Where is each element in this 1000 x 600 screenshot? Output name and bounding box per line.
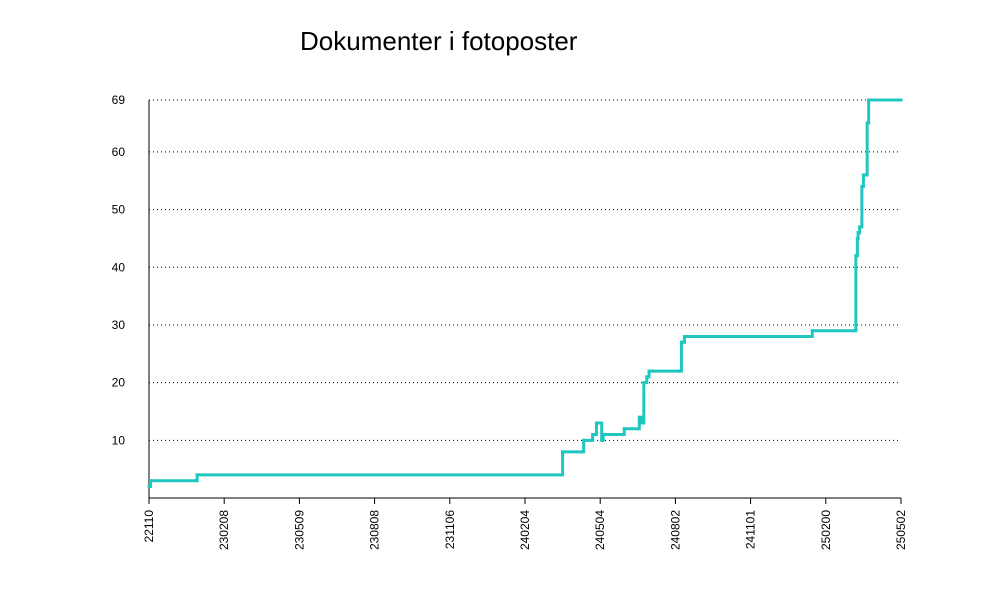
x-tick-label: 240504 bbox=[593, 510, 607, 550]
x-tick-label: 241101 bbox=[744, 510, 758, 549]
data-point bbox=[579, 450, 583, 454]
series-line-layer bbox=[147, 98, 903, 488]
chart-title: Dokumenter i fotoposter bbox=[300, 26, 578, 56]
y-tick-label: 30 bbox=[112, 318, 126, 332]
axes bbox=[148, 100, 902, 504]
data-point bbox=[621, 433, 625, 437]
data-point bbox=[195, 473, 199, 477]
data-point bbox=[147, 484, 151, 488]
data-point bbox=[647, 369, 651, 373]
data-point bbox=[865, 121, 869, 125]
data-point bbox=[598, 421, 602, 425]
x-tick-label: 240802 bbox=[668, 510, 682, 550]
data-point bbox=[677, 369, 681, 373]
data-point bbox=[809, 334, 813, 338]
y-tick-label: 10 bbox=[112, 433, 126, 447]
x-tick-label: 230808 bbox=[368, 510, 382, 550]
data-point bbox=[860, 185, 864, 189]
data-point bbox=[559, 473, 563, 477]
data-point bbox=[601, 433, 605, 437]
y-tick-label: 69 bbox=[112, 93, 126, 107]
data-point bbox=[869, 98, 873, 102]
data-point bbox=[861, 173, 865, 177]
data-point bbox=[855, 236, 859, 240]
data-point bbox=[600, 438, 604, 442]
grid-lines bbox=[149, 99, 901, 441]
data-point bbox=[863, 173, 867, 177]
x-tick-label: 231106 bbox=[443, 510, 457, 549]
data-point bbox=[149, 479, 153, 483]
data-point bbox=[194, 479, 198, 483]
data-point bbox=[651, 369, 655, 373]
x-tick-label: 230509 bbox=[292, 510, 306, 550]
x-tick-label: 240204 bbox=[518, 510, 532, 550]
data-point bbox=[679, 340, 683, 344]
data-point bbox=[854, 254, 858, 258]
x-tick-label: 250502 bbox=[894, 510, 908, 550]
data-point bbox=[858, 225, 862, 229]
data-point bbox=[582, 438, 586, 442]
data-point bbox=[561, 450, 565, 454]
data-point bbox=[589, 438, 593, 442]
data-point bbox=[594, 421, 598, 425]
tick-labels: 10 20 30 40 50 60 69 22110 230208 230509 230808 231… bbox=[112, 93, 908, 550]
series-line bbox=[149, 98, 901, 488]
x-tick-label: 230208 bbox=[217, 510, 231, 550]
y-tick-label: 60 bbox=[112, 145, 126, 159]
data-point bbox=[637, 415, 641, 419]
data-point bbox=[591, 433, 595, 437]
data-point bbox=[899, 98, 903, 102]
y-tick-label: 50 bbox=[112, 203, 126, 217]
y-tick-label: 20 bbox=[112, 376, 126, 390]
x-tick-label: 22110 bbox=[142, 510, 156, 543]
data-point bbox=[640, 421, 644, 425]
data-point bbox=[852, 329, 856, 333]
data-point bbox=[622, 427, 626, 431]
data-point bbox=[642, 381, 646, 385]
x-tick-label: 250200 bbox=[819, 510, 833, 550]
y-tick-label: 40 bbox=[112, 260, 126, 274]
data-point bbox=[682, 334, 686, 338]
data-point bbox=[856, 231, 860, 235]
data-point bbox=[636, 427, 640, 431]
data-point bbox=[867, 98, 871, 102]
data-point bbox=[645, 375, 649, 379]
data-point bbox=[810, 329, 814, 333]
